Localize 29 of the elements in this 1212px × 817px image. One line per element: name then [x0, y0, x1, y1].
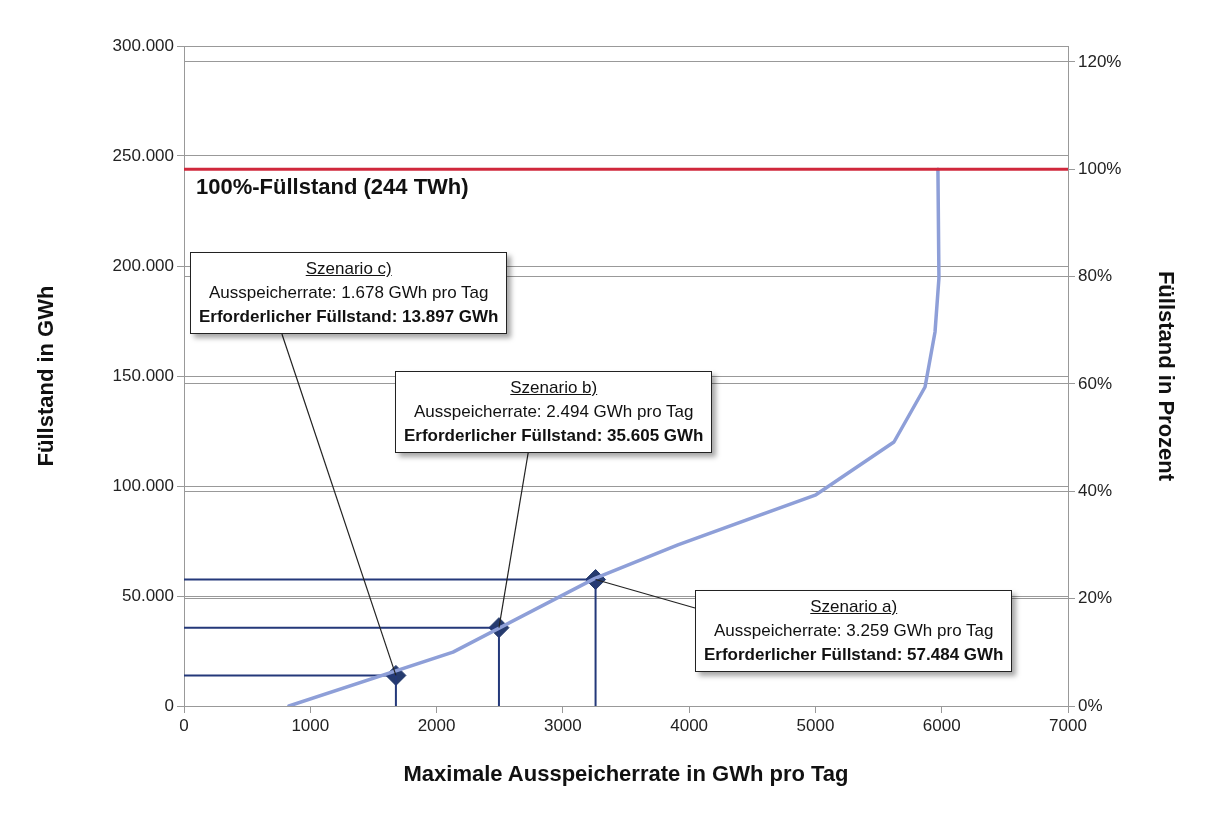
y-tick-label: 200.000 [112, 255, 174, 275]
x-tick-label: 3000 [543, 715, 582, 735]
y-tick-label: 100.000 [112, 475, 174, 495]
y2-tick-label: 20% [1078, 588, 1113, 608]
y-tick-label: 300.000 [112, 35, 174, 55]
x-tick-label: 4000 [670, 715, 709, 735]
y2-tick-label: 100% [1078, 158, 1122, 178]
y2-tick-label: 0% [1078, 695, 1103, 715]
x-tick-label: 1000 [291, 715, 330, 735]
y-tick-label: 50.000 [122, 585, 174, 605]
y-tick-label: 250.000 [112, 145, 174, 165]
x-tick-label: 2000 [417, 715, 456, 735]
y-tick-label: 0 [164, 695, 174, 715]
y2-tick-label: 80% [1078, 266, 1113, 286]
annotation: Szenario a) Ausspeicherrate: 3.259 GWh pro Tag Erforderlicher Füllstand: 57.484 GWh [704, 596, 1004, 666]
x-axis-title: Maximale Ausspeicherrate in GWh pro Tag [403, 760, 849, 786]
y-tick-label: 150.000 [112, 365, 174, 385]
x-tick-label: 5000 [796, 715, 835, 735]
y2-tick-label: 60% [1078, 373, 1113, 393]
x-tick-label: 7000 [1049, 715, 1087, 735]
x-tick-label: 6000 [922, 715, 961, 735]
y2-tick-label: 120% [1078, 51, 1122, 71]
annotation: Szenario b) Ausspeicherrate: 2.494 GWh pro Tag Erforderlicher Füllstand: 35.605 GWh [404, 377, 704, 447]
y-axis-title: Füllstand in GWh [33, 285, 59, 467]
x-tick-label: 0 [179, 715, 189, 735]
annotation: Szenario c) Ausspeicherrate: 1.678 GWh pro Tag Erforderlicher Füllstand: 13.897 GWh [199, 258, 499, 328]
y2-tick-label: 40% [1078, 480, 1113, 500]
y2-axis-title: Füllstand in Prozent [1153, 270, 1179, 482]
ref-line-label: 100%-Füllstand (244 TWh) [196, 174, 469, 200]
